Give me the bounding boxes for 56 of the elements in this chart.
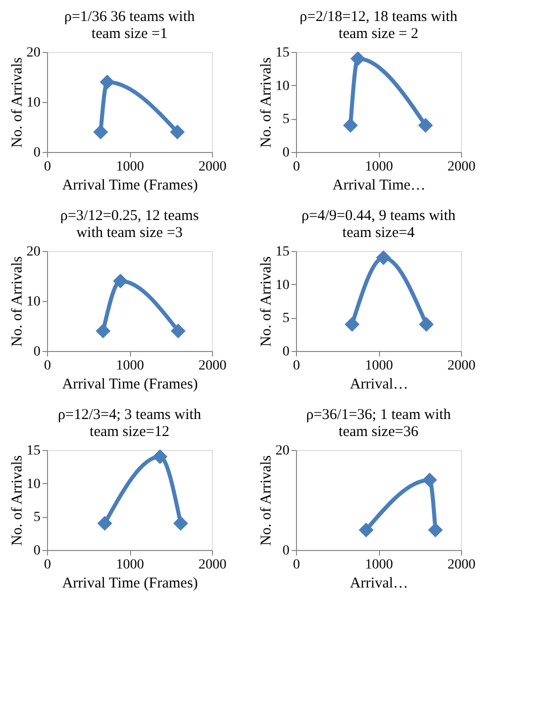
x-axis-title: Arrival… bbox=[350, 576, 408, 592]
y-tick-label: 10 bbox=[26, 476, 40, 492]
y-axis-title: No. of Arrivals bbox=[258, 455, 274, 546]
y-axis-title: No. of Arrivals bbox=[258, 57, 274, 148]
x-axis-title: Arrival Time (Frames) bbox=[62, 376, 198, 392]
x-axis-title: Arrival Time (Frames) bbox=[62, 178, 198, 194]
x-tick-label: 2000 bbox=[198, 558, 226, 572]
y-tick-label: 5 bbox=[282, 112, 290, 128]
x-axis-title: Arrival… bbox=[350, 376, 408, 392]
y-tick-label: 20 bbox=[276, 444, 290, 458]
x-tick-label: 0 bbox=[44, 160, 51, 174]
y-tick-label: 0 bbox=[34, 344, 40, 360]
y-tick-label: 10 bbox=[276, 78, 290, 94]
y-tick-label: 0 bbox=[282, 344, 290, 360]
x-tick-label: 0 bbox=[293, 160, 300, 174]
x-tick-label: 0 bbox=[44, 358, 51, 374]
x-tick-label: 1000 bbox=[365, 358, 393, 374]
x-axis-title: Arrival Time… bbox=[332, 178, 426, 194]
y-tick-label: 0 bbox=[34, 544, 40, 558]
y-axis-title: No. of Arrivals bbox=[10, 57, 26, 148]
x-tick-label: 0 bbox=[293, 358, 300, 374]
y-tick-label: 5 bbox=[282, 311, 290, 326]
chart-title: ρ=36/1=36; 1 team with team size=36 bbox=[306, 407, 452, 440]
x-tick-label: 2000 bbox=[448, 358, 476, 374]
x-tick-label: 1000 bbox=[116, 358, 144, 374]
y-tick-label: 20 bbox=[26, 46, 40, 60]
x-tick-label: 2000 bbox=[198, 160, 226, 174]
x-axis-title: Arrival Time (Frames) bbox=[62, 576, 198, 592]
y-tick-label: 0 bbox=[282, 146, 290, 160]
y-tick-label: 20 bbox=[26, 244, 40, 260]
x-tick-label: 1000 bbox=[365, 558, 393, 572]
x-tick-label: 0 bbox=[44, 558, 51, 572]
y-tick-label: 0 bbox=[282, 544, 290, 558]
y-tick-label: 10 bbox=[276, 278, 290, 293]
x-tick-label: 1000 bbox=[365, 160, 393, 174]
chart-title: ρ=1/36 36 teams with team size =1 bbox=[64, 9, 196, 42]
y-axis-title: No. of Arrivals bbox=[258, 256, 274, 347]
y-tick-label: 15 bbox=[276, 244, 290, 260]
y-tick-label: 15 bbox=[276, 46, 290, 60]
y-axis-title: No. of Arrivals bbox=[10, 256, 26, 347]
chart-title: ρ=12/3=4; 3 teams with team size=12 bbox=[58, 407, 202, 440]
chart-title: ρ=3/12=0.25, 12 teams with team size =3 bbox=[60, 208, 199, 241]
y-tick-label: 5 bbox=[34, 510, 40, 526]
chart-title: ρ=2/18=12, 18 teams with team size = 2 bbox=[300, 9, 458, 42]
x-tick-label: 1000 bbox=[116, 558, 144, 572]
y-axis-title: No. of Arrivals bbox=[10, 455, 26, 546]
x-tick-label: 1000 bbox=[116, 160, 144, 174]
x-tick-label: 2000 bbox=[448, 160, 476, 174]
x-tick-label: 2000 bbox=[198, 358, 226, 374]
chart-title: ρ=4/9=0.44, 9 teams with team size=4 bbox=[302, 208, 456, 241]
y-tick-label: 10 bbox=[26, 96, 40, 110]
y-tick-label: 10 bbox=[26, 294, 40, 310]
y-tick-label: 0 bbox=[34, 146, 40, 160]
y-tick-label: 15 bbox=[26, 444, 40, 458]
x-tick-label: 0 bbox=[293, 558, 300, 572]
x-tick-label: 2000 bbox=[448, 558, 476, 572]
